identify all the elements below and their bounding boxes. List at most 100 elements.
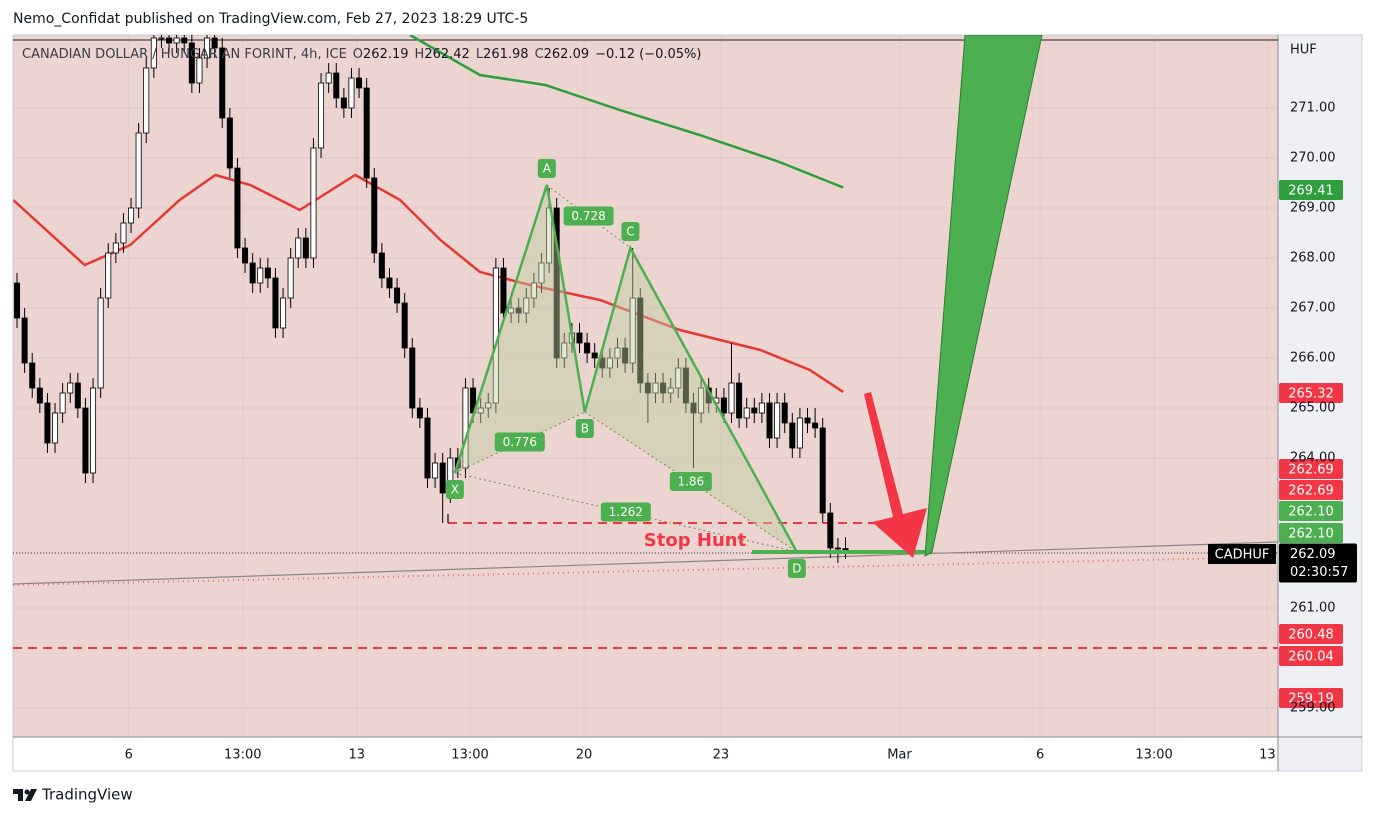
ratio-box [494,432,545,452]
candle-body [280,297,287,329]
candle-body [614,347,621,359]
candle-body [264,267,271,279]
point-label: X [451,483,459,497]
y-tick-label: 261.00 [1290,601,1336,616]
candle-body [736,382,743,419]
legend-value: 262.19 [363,47,409,62]
candle-body [690,402,697,414]
candle-body [523,297,530,314]
pattern-fill [584,248,797,552]
last-price-label: 262.09 [1290,547,1336,562]
candle-body [606,357,613,369]
logo-part [13,789,23,801]
candle-body [584,342,591,354]
candle-body [272,277,279,329]
candle-body [135,132,142,209]
candle-body [158,37,165,40]
ratio-box [600,502,651,522]
candle-body [485,402,492,409]
price-badge [1279,646,1343,666]
last-price-badge [1279,543,1357,583]
legend-key: C [535,47,544,62]
candle-body [439,462,446,494]
time-axis [13,737,1278,771]
candle-body [758,402,765,414]
point-label: C [626,225,634,239]
price-badge [1279,180,1343,200]
point-box [621,222,640,241]
candle-body [561,342,568,359]
candle-body [416,407,423,419]
candle-body [432,462,439,479]
symbol: CADHUF [1215,548,1270,563]
candle-body [21,317,28,364]
legend-value: 262.09 [544,47,590,62]
countdown: 02:30:57 [1290,565,1348,580]
candle-body [789,422,796,449]
legend-change: −0.12 (−0.05%) [595,47,701,62]
candle-body [728,382,735,414]
moving-average [409,35,844,189]
candle-body [546,207,553,264]
pattern-ratio-line [584,411,798,553]
candle-body [743,407,750,419]
candle-body [196,57,203,84]
overlay [453,35,1043,558]
logo-part [24,789,30,795]
y-tick-label: 264.00 [1290,451,1336,466]
candle-body [804,417,811,424]
candle-body [682,367,689,404]
point-label: D [792,562,801,576]
y-tick-label: 269.00 [1290,201,1336,216]
grid [13,35,1278,737]
x-tick-label: 23 [713,748,730,763]
y-tick-label: 268.00 [1290,251,1336,266]
brand: TradingView [41,786,133,804]
annotation: Stop Hunt [644,530,747,551]
candle-body [774,402,781,439]
x-tick-label: Mar [887,748,912,763]
symbol-box [1208,544,1276,564]
candle-body [401,302,408,349]
price-badge [1279,501,1343,521]
candle-body [386,277,393,289]
candle-body [720,397,727,414]
price-badge-label: 262.10 [1288,527,1334,542]
candle-body [302,237,309,259]
ratio-box [669,472,712,491]
candle-body [59,392,66,414]
x-tick-label: 13:00 [224,748,261,763]
moving-average [13,173,844,394]
candle-body [629,297,636,364]
trend-line [13,541,1278,585]
candle-body [188,42,195,84]
candle-body [52,412,59,444]
candle-body [538,262,545,284]
y-tick-label: 259.00 [1290,701,1336,716]
candle-body [819,427,826,514]
ratio-label: 0.776 [503,435,537,449]
price-badges: 269.41 265.32 262.69 262.69 262.10 262.10 260.… [1279,180,1357,708]
candle-body [44,402,51,444]
price-badge-label: 262.10 [1288,505,1334,520]
ratio-label: 1.86 [677,475,704,489]
point-box [787,559,806,578]
pattern-line [453,184,798,553]
price-badge [1279,480,1343,500]
candle-body [356,77,363,89]
candle-body [500,267,507,314]
drawings [13,35,1278,649]
candle-body [181,37,188,44]
candle-body [166,37,173,44]
price-badge-label: 259.19 [1288,692,1334,707]
candle-body [576,332,583,344]
legend-value: 262.42 [424,47,470,62]
candle-body [204,37,211,59]
candle-body [660,382,667,394]
x-tick-label: 20 [576,748,593,763]
candle-body [637,297,644,384]
candle-body [257,267,264,284]
candle-body [173,37,180,44]
candle-body [652,382,659,394]
